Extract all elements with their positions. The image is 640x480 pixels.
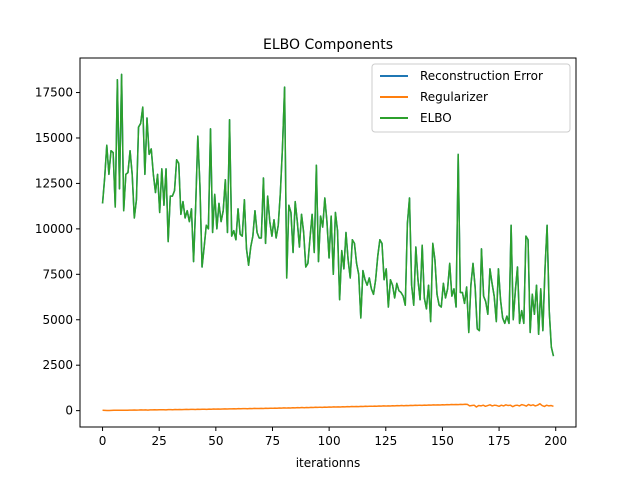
x-tick-label: 25 [152,434,167,448]
legend-label-reconstruction-error: Reconstruction Error [420,69,543,83]
x-axis-label: iterationns [296,456,361,470]
x-tick-label: 0 [99,434,107,448]
x-tick-label: 125 [374,434,397,448]
y-tick-label: 17500 [35,86,73,100]
x-tick-label: 100 [318,434,341,448]
chart-title: ELBO Components [263,37,393,53]
plot-area [79,57,577,428]
x-tick-label: 50 [208,434,223,448]
legend-label-elbo: ELBO [420,111,452,125]
y-tick-label: 2500 [42,358,73,372]
legend-label-regularizer: Regularizer [420,90,488,104]
x-tick-label: 200 [544,434,567,448]
legend-box [371,63,571,133]
y-tick-label: 10000 [35,222,73,236]
x-tick-label: 175 [488,434,511,448]
series-line-elbo [101,73,555,357]
plot-frame [79,57,577,428]
x-tick-label: 75 [265,434,280,448]
x-tick-label: 150 [431,434,454,448]
y-tick-label: 15000 [35,131,73,145]
y-axis: 0 2500 5000 7500 10000 12500 15000 17500 [35,86,80,418]
y-tick-label: 7500 [42,267,73,281]
series-line-regularizer [102,402,554,412]
series-layer [101,73,555,412]
y-tick-label: 12500 [35,176,73,190]
y-tick-label: 0 [65,404,73,418]
y-tick-label: 5000 [42,313,73,327]
x-axis: 0 25 50 75 100 125 150 175 200 [99,427,567,448]
legend: Reconstruction Error Regularizer ELBO [371,63,571,133]
